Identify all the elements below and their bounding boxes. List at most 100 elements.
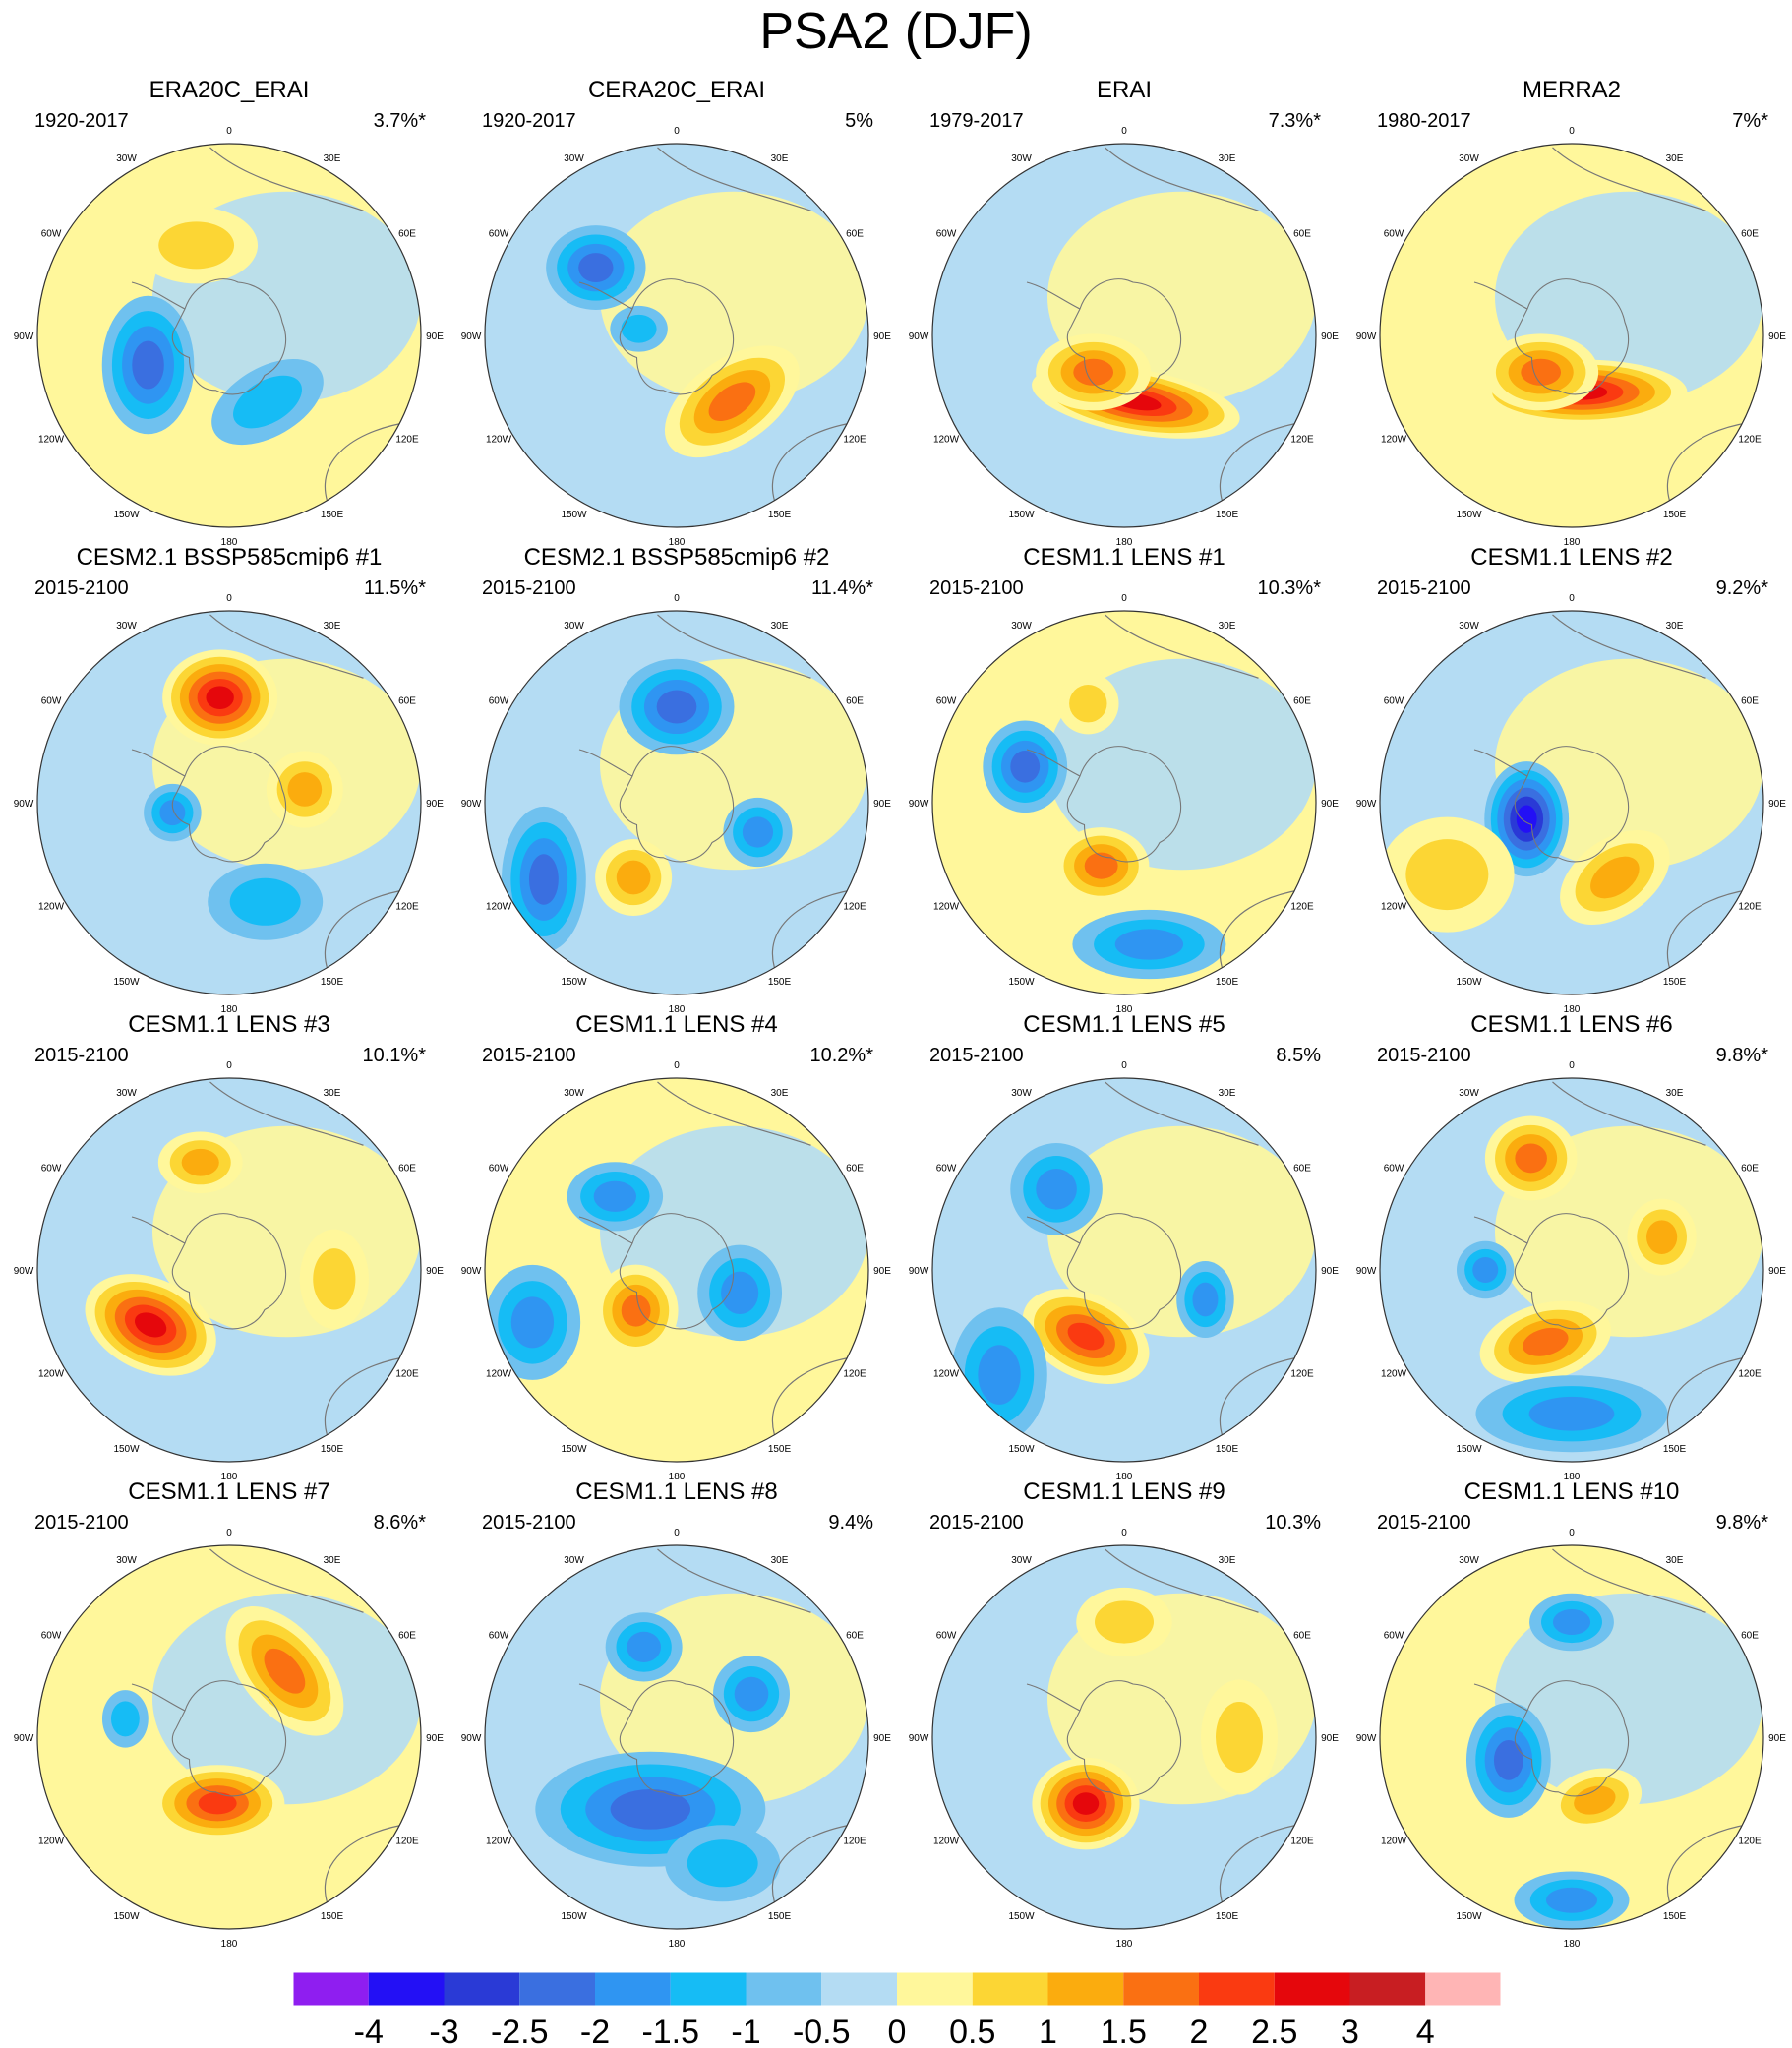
longitude-label: 0	[226, 1528, 232, 1538]
map-rim	[484, 1544, 869, 1930]
longitude-label: 30W	[1459, 621, 1479, 632]
longitude-label: 150W	[1008, 1911, 1035, 1922]
longitude-label: 150E	[321, 977, 344, 988]
panel-period: 2015-2100	[1377, 577, 1471, 599]
map-grid: 0 30E 60E 90E 120E 150E 180 150W 120W 90W 60W 30W 0 3…	[14, 126, 1787, 1950]
longitude-label: 120E	[1290, 902, 1314, 913]
panel-period: 1920-2017	[34, 110, 129, 132]
longitude-label: 30E	[1666, 1555, 1684, 1566]
longitude-label: 30W	[1011, 621, 1032, 632]
longitude-label: 60W	[489, 1164, 509, 1175]
longitude-label: 60W	[1384, 696, 1404, 707]
colorbar-swatch	[293, 1972, 369, 2006]
longitude-label: 60W	[936, 1164, 957, 1175]
longitude-label: 150E	[1663, 1911, 1687, 1922]
panel-period: 1920-2017	[482, 110, 576, 132]
colorbar-swatch	[897, 1972, 973, 2006]
longitude-label: 180	[1564, 1472, 1581, 1482]
longitude-label: 150W	[1456, 510, 1482, 520]
colorbar-label: 4	[1416, 2014, 1435, 2048]
longitude-label: 120W	[486, 902, 512, 913]
colorbar-swatch	[519, 1972, 595, 2006]
longitude-label: 180	[1564, 537, 1581, 548]
longitude-label: 120E	[1290, 1369, 1314, 1380]
panel-map	[37, 144, 421, 527]
panel-title: MERRA2	[1522, 77, 1622, 103]
longitude-label: 60E	[1293, 229, 1311, 240]
longitude-label: 150E	[1663, 977, 1687, 988]
longitude-label: 30E	[1219, 153, 1236, 164]
panel-title: CESM1.1 LENS #7	[128, 1478, 330, 1505]
colorbar-label: -0.5	[793, 2014, 851, 2048]
longitude-label: 60W	[1384, 1631, 1404, 1642]
map-rim	[484, 1077, 869, 1463]
panel-percent: 9.2%*	[1715, 577, 1768, 599]
longitude-label: 150W	[1008, 977, 1035, 988]
longitude-label: 150E	[1663, 510, 1687, 520]
longitude-label: 30W	[1011, 1088, 1032, 1099]
map-rim	[1379, 610, 1764, 995]
colorbar-label: 2.5	[1251, 2014, 1297, 2048]
longitude-label: 120E	[395, 902, 419, 913]
longitude-label: 60W	[489, 1631, 509, 1642]
longitude-label: 90W	[909, 1266, 929, 1277]
longitude-label: 0	[1569, 1528, 1575, 1538]
panel-period: 2015-2100	[482, 1045, 576, 1066]
longitude-label: 30E	[1219, 621, 1236, 632]
longitude-label: 90E	[873, 1733, 891, 1744]
panel-percent: 9.4%	[828, 1512, 873, 1534]
longitude-label: 60E	[846, 229, 864, 240]
longitude-label: 120E	[1738, 902, 1762, 913]
longitude-label: 60E	[398, 696, 416, 707]
longitude-label: 120W	[1381, 1369, 1407, 1380]
longitude-label: 150W	[1008, 510, 1035, 520]
longitude-label: 0	[1121, 1528, 1127, 1538]
panel-percent: 11.5%*	[363, 577, 426, 599]
colorbar-swatch	[821, 1972, 897, 2006]
longitude-label: 150E	[768, 1444, 792, 1455]
longitude-label: 30E	[324, 621, 341, 632]
panel-percent: 8.5%	[1276, 1045, 1321, 1066]
map-rim	[931, 143, 1317, 528]
figure-title: PSA2 (DJF)	[759, 3, 1033, 60]
longitude-label: 150W	[561, 977, 587, 988]
longitude-label: 90E	[1768, 799, 1786, 810]
longitude-label: 120W	[38, 902, 65, 913]
longitude-label: 30E	[324, 1555, 341, 1566]
panel-percent: 9.8%*	[1715, 1045, 1768, 1066]
longitude-label: 90W	[14, 331, 34, 342]
longitude-label: 150W	[113, 510, 140, 520]
longitude-label: 90E	[1321, 1733, 1339, 1744]
longitude-label: 120W	[38, 435, 65, 446]
colorbar-label: 3	[1341, 2014, 1359, 2048]
longitude-label: 120W	[933, 435, 960, 446]
longitude-label: 60W	[41, 229, 62, 240]
longitude-label: 120W	[933, 1837, 960, 1847]
longitude-label: 120E	[395, 435, 419, 446]
colorbar-label: -4	[354, 2014, 384, 2048]
panel-map	[485, 1545, 868, 1929]
longitude-label: 180	[221, 537, 238, 548]
longitude-label: 120W	[1381, 902, 1407, 913]
longitude-label: 0	[226, 126, 232, 137]
panel-percent: 11.4%*	[810, 577, 873, 599]
longitude-label: 150W	[561, 1444, 587, 1455]
longitude-label: 0	[1569, 126, 1575, 137]
longitude-label: 150E	[1663, 1444, 1687, 1455]
longitude-label: 90W	[1356, 1733, 1377, 1744]
longitude-label: 60E	[398, 1164, 416, 1175]
longitude-label: 90W	[1356, 1266, 1377, 1277]
longitude-label: 90W	[909, 331, 929, 342]
panel-title: CESM1.1 LENS #8	[575, 1478, 778, 1505]
longitude-label: 120W	[38, 1369, 65, 1380]
panel-map	[37, 611, 421, 994]
longitude-label: 30W	[564, 1088, 584, 1099]
longitude-label: 120E	[843, 1369, 866, 1380]
longitude-label: 90E	[1768, 1733, 1786, 1744]
longitude-label: 120W	[486, 1369, 512, 1380]
colorbar-swatch	[368, 1972, 445, 2006]
panel-title: ERA20C_ERAI	[149, 77, 310, 103]
longitude-label: 90E	[873, 799, 891, 810]
longitude-label: 60E	[1293, 696, 1311, 707]
longitude-label: 180	[221, 1939, 238, 1950]
